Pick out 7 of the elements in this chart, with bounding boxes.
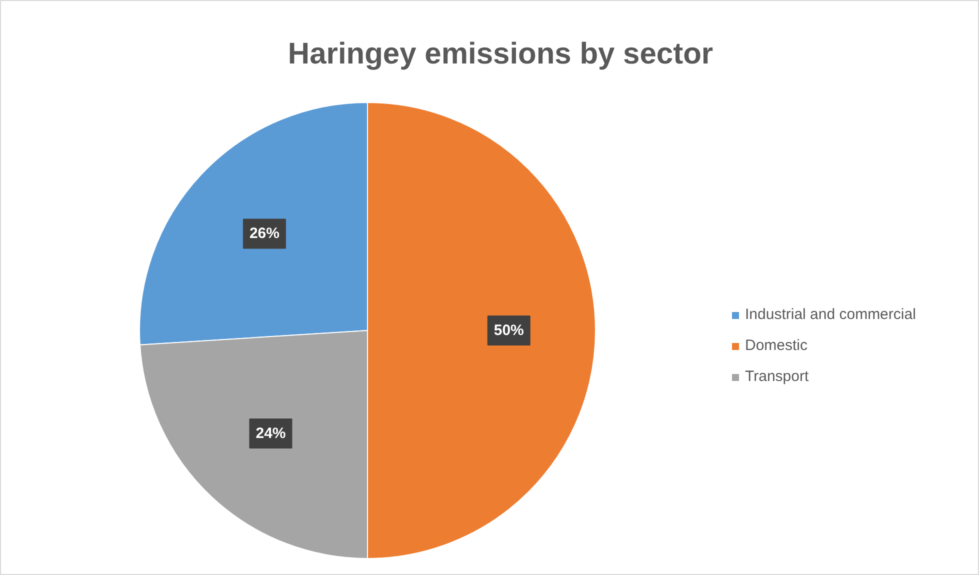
data-label: 50%: [494, 322, 524, 339]
data-label: 24%: [256, 425, 286, 442]
legend-label: Industrial and commercial: [745, 306, 916, 323]
data-label: 26%: [249, 225, 280, 242]
legend-label: Domestic: [745, 337, 808, 354]
chart-title: Haringey emissions by sector: [288, 38, 714, 70]
legend-label: Transport: [745, 368, 809, 385]
